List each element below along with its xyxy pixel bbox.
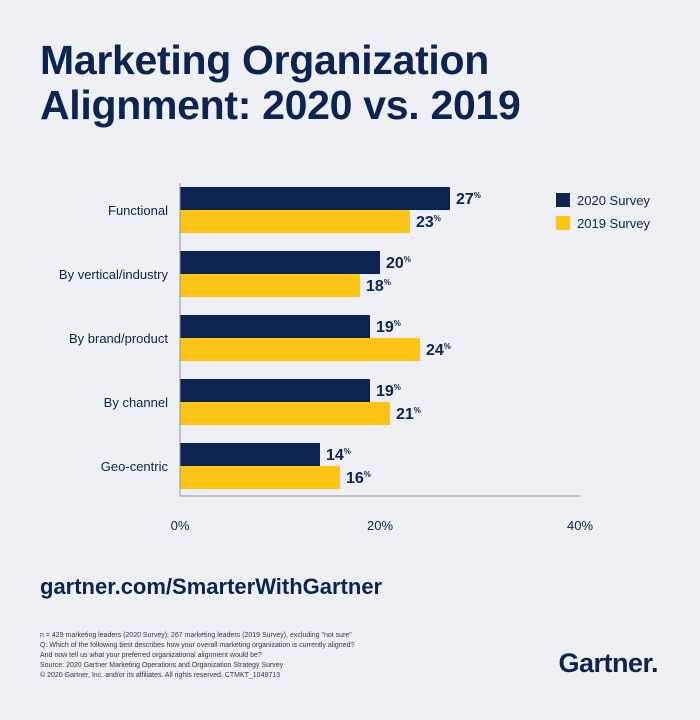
footnote-source: Source: 2020 Gartner Marketing Operation… [40, 662, 284, 669]
data-label: 27% [456, 191, 481, 208]
bar [180, 187, 450, 210]
title-line-2: Alignment: 2020 vs. 2019 [40, 82, 521, 128]
logo-text: Gartner [558, 648, 651, 678]
data-label: 19% [376, 319, 401, 336]
bar [180, 466, 340, 489]
x-tick-label: 0% [171, 518, 190, 533]
bar [180, 379, 370, 402]
legend-label: 2019 Survey [577, 216, 650, 231]
bar [180, 315, 370, 338]
data-label: 18% [366, 278, 391, 295]
bar [180, 251, 380, 274]
x-tick-label: 20% [367, 518, 393, 533]
logo-mark: . [650, 648, 659, 678]
data-label: 23% [416, 214, 441, 231]
x-tick-label: 40% [567, 518, 593, 533]
footnote-copyright: © 2020 Gartner, Inc. and/or its affiliat… [40, 672, 281, 679]
bar [180, 210, 410, 233]
bar [180, 443, 320, 466]
legend-swatch [556, 216, 570, 230]
footnote-sample: n = 429 marketing leaders (2020 Survey);… [40, 632, 352, 639]
legend-swatch [556, 193, 570, 207]
title-line-1: Marketing Organization [40, 37, 490, 83]
category-label: By channel [104, 395, 168, 410]
chart-title: Marketing Organization Alignment: 2020 v… [40, 38, 660, 128]
data-label: 24% [426, 342, 451, 359]
category-label: Functional [108, 203, 168, 218]
data-label: 20% [386, 255, 411, 272]
data-label: 16% [346, 470, 371, 487]
bar [180, 274, 360, 297]
category-label: By brand/product [69, 331, 168, 346]
footnote-question-cont: And now tell us what your preferred orga… [40, 652, 262, 659]
footnotes: n = 429 marketing leaders (2020 Survey);… [40, 631, 500, 681]
data-label: 19% [376, 383, 401, 400]
category-label: By vertical/industry [59, 267, 169, 282]
bar [180, 402, 390, 425]
bar [180, 338, 420, 361]
category-label: Geo-centric [101, 459, 169, 474]
footnote-question: Q: Which of the following best describes… [40, 642, 355, 649]
data-label: 14% [326, 447, 351, 464]
legend-label: 2020 Survey [577, 193, 650, 208]
gartner-logo: Gartner. [558, 648, 658, 679]
data-label: 21% [396, 406, 421, 423]
source-link[interactable]: gartner.com/SmarterWithGartner [40, 574, 383, 599]
bar-chart: Functional 27% 23% By vertical/industry 20% 1… [59, 183, 650, 533]
